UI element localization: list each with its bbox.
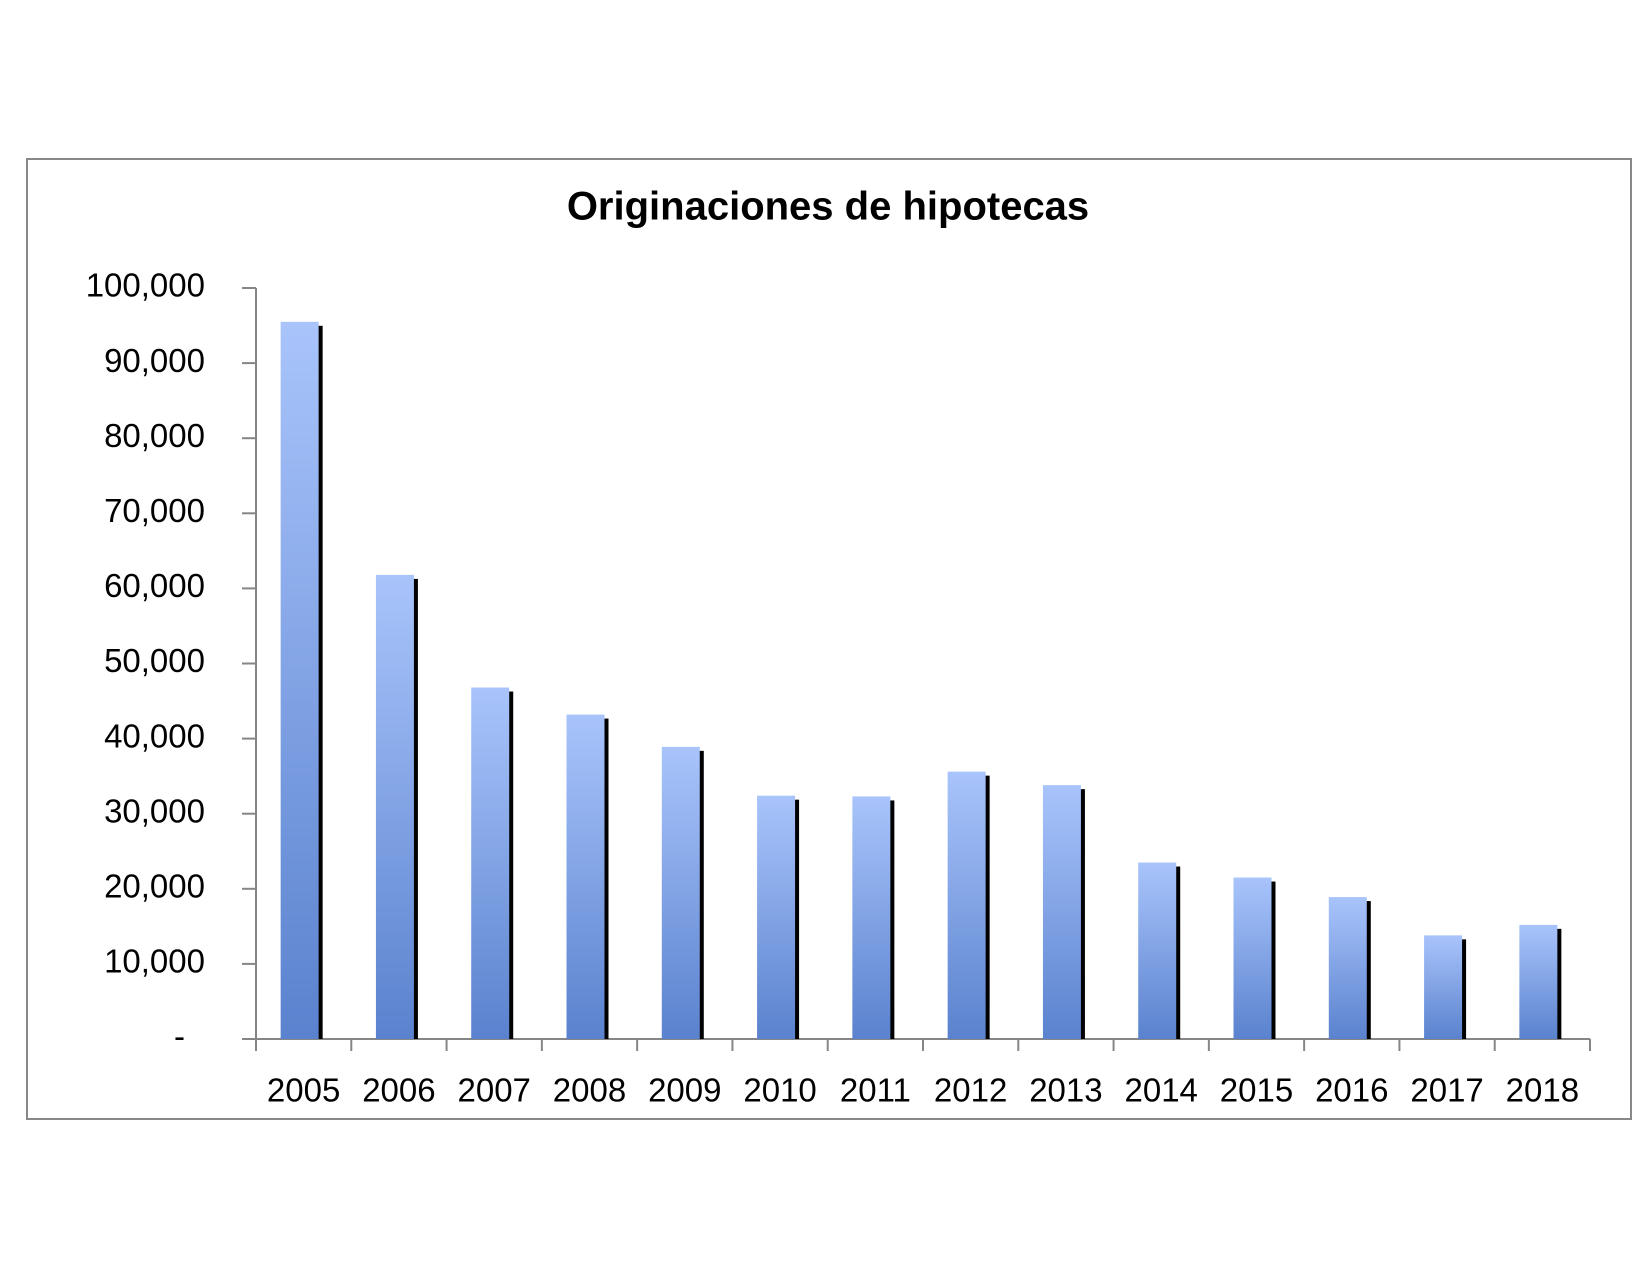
chart-title: Originaciones de hipotecas bbox=[567, 185, 1089, 229]
x-tick-label: 2018 bbox=[1506, 1072, 1579, 1109]
x-tick-label: 2010 bbox=[743, 1072, 816, 1109]
bar bbox=[280, 321, 319, 1039]
y-tick-label: 80,000 bbox=[104, 417, 205, 454]
y-tick-label: - bbox=[174, 1018, 185, 1055]
bar bbox=[757, 795, 796, 1039]
chart-frame bbox=[26, 158, 1632, 1120]
x-tick-label: 2007 bbox=[458, 1072, 531, 1109]
bar bbox=[1328, 897, 1367, 1039]
bar bbox=[852, 796, 891, 1039]
x-tick-label: 2006 bbox=[362, 1072, 435, 1109]
bar bbox=[1138, 862, 1177, 1039]
x-tick-label: 2015 bbox=[1220, 1072, 1293, 1109]
y-tick-label: 10,000 bbox=[104, 943, 205, 980]
bar bbox=[661, 746, 700, 1039]
bar bbox=[566, 714, 605, 1039]
bar bbox=[1042, 785, 1081, 1039]
y-tick-label: 70,000 bbox=[104, 492, 205, 529]
y-tick-label: 100,000 bbox=[86, 267, 205, 304]
y-tick-label: 90,000 bbox=[104, 342, 205, 379]
y-tick-label: 50,000 bbox=[104, 642, 205, 679]
x-tick-label: 2005 bbox=[267, 1072, 340, 1109]
x-tick-label: 2009 bbox=[648, 1072, 721, 1109]
x-tick-label: 2017 bbox=[1410, 1072, 1483, 1109]
y-tick-label: 20,000 bbox=[104, 868, 205, 905]
bar bbox=[471, 687, 510, 1039]
y-tick-label: 60,000 bbox=[104, 567, 205, 604]
bar bbox=[1424, 935, 1463, 1039]
bar bbox=[947, 771, 986, 1039]
x-tick-label: 2011 bbox=[840, 1072, 911, 1109]
bar bbox=[1519, 924, 1558, 1039]
x-tick-label: 2014 bbox=[1125, 1072, 1198, 1109]
y-tick-label: 40,000 bbox=[104, 717, 205, 754]
bar bbox=[1233, 877, 1272, 1039]
x-tick-label: 2013 bbox=[1029, 1072, 1102, 1109]
y-tick-label: 30,000 bbox=[104, 792, 205, 829]
x-tick-label: 2012 bbox=[934, 1072, 1007, 1109]
x-tick-label: 2016 bbox=[1315, 1072, 1388, 1109]
x-tick-label: 2008 bbox=[553, 1072, 626, 1109]
bar bbox=[375, 574, 414, 1039]
